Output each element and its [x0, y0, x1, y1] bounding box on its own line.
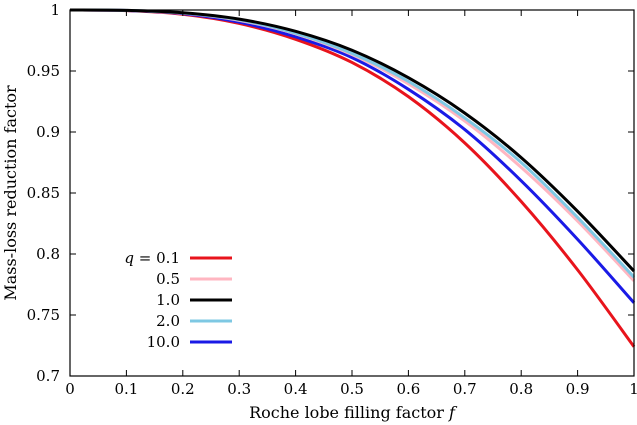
- x-tick-label: 0.6: [396, 380, 420, 398]
- legend-q-symbol: q: [124, 249, 138, 267]
- x-tick-label: 0.4: [284, 380, 308, 398]
- y-tick-label: 0.7: [36, 367, 60, 385]
- series-line-0-1: [69, 8, 636, 348]
- series-line-1-0: [69, 8, 636, 273]
- x-tick-label: 0.3: [227, 380, 251, 398]
- legend-label: q = 0.1: [124, 249, 180, 267]
- x-axis-label: Roche lobe filling factor f: [249, 403, 458, 422]
- legend-label: 2.0: [156, 312, 180, 330]
- axis-ticks: 0 0.1 0.2 0.3 0.4 0.5 0.6 0.7 0.8 0.9 1 0.7 0.75 0.8 0…: [27, 1, 637, 398]
- x-tick-label: 1: [629, 380, 637, 398]
- y-tick-label: 0.8: [36, 245, 60, 263]
- x-tick-label: 0.1: [114, 380, 138, 398]
- y-tick-label: 1: [50, 1, 60, 19]
- x-tick-label: 0.9: [566, 380, 590, 398]
- y-tick-label: 0.9: [36, 123, 60, 141]
- legend-label: 0.5: [156, 270, 180, 288]
- x-tick-label: 0.2: [171, 380, 195, 398]
- x-axis-label-text: Roche lobe filling factor: [249, 403, 444, 422]
- legend-label: 1.0: [156, 291, 180, 309]
- y-tick-label: 0.85: [27, 184, 60, 202]
- series-lines: [69, 8, 636, 348]
- y-axis-label: Mass-loss reduction factor: [1, 85, 20, 301]
- x-tick-label: 0.8: [509, 380, 533, 398]
- legend: q = 0.1 0.5 1.0 2.0 10.0: [124, 249, 232, 351]
- x-tick-label: 0: [65, 380, 75, 398]
- legend-label: 10.0: [147, 333, 180, 351]
- x-axis-label-symbol: f: [448, 403, 458, 422]
- x-tick-label: 0.7: [453, 380, 477, 398]
- y-tick-label: 0.75: [27, 306, 60, 324]
- x-tick-label: 0.5: [340, 380, 364, 398]
- y-tick-label: 0.95: [27, 62, 60, 80]
- legend-value: = 0.1: [139, 249, 180, 267]
